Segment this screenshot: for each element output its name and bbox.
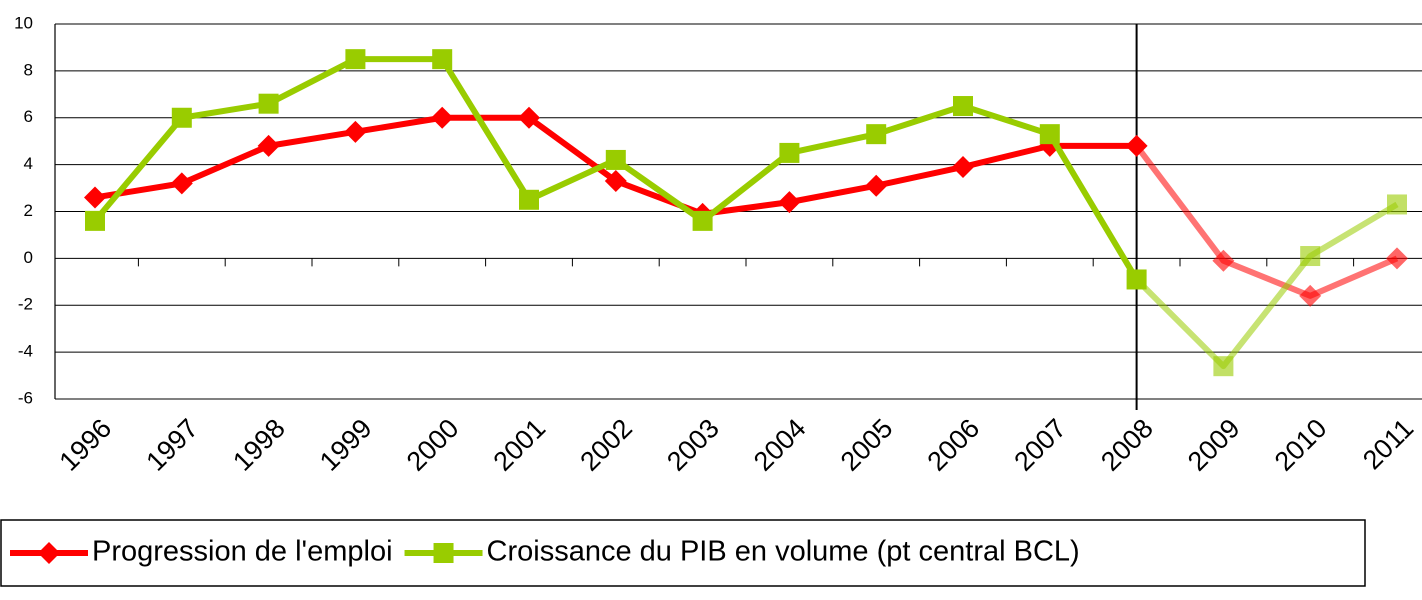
marker: [170, 172, 193, 195]
y-tick-label: 10: [14, 13, 33, 32]
marker: [345, 49, 366, 70]
x-tick-label: 2003: [661, 413, 725, 477]
legend-marker: [433, 543, 454, 563]
marker: [85, 210, 105, 231]
x-tick-label: 2002: [574, 413, 638, 477]
x-tick-label: 2006: [922, 413, 986, 477]
x-tick-label: 2005: [835, 413, 899, 477]
x-tick-label: 2007: [1008, 413, 1072, 477]
y-tick-label: 0: [24, 248, 33, 267]
marker: [952, 155, 974, 178]
x-tick-label: 2011: [1357, 413, 1419, 475]
x-tick-label: 2009: [1182, 413, 1246, 477]
marker: [1212, 249, 1235, 272]
marker: [344, 120, 367, 143]
marker: [604, 170, 627, 193]
y-tick-label: -6: [18, 388, 33, 407]
marker: [1125, 134, 1148, 157]
y-tick-label: 4: [24, 154, 33, 173]
marker: [257, 134, 280, 157]
marker: [953, 96, 973, 117]
marker: [778, 191, 801, 214]
marker: [1386, 247, 1408, 270]
marker: [1213, 356, 1234, 377]
series: [84, 106, 1408, 307]
legend-label: Croissance du PIB en volume (pt central …: [487, 536, 1080, 568]
marker: [779, 142, 800, 163]
marker: [431, 106, 454, 129]
marker: [432, 49, 453, 70]
marker: [866, 124, 887, 145]
series-line-forecast: [1134, 144, 1399, 299]
x-tick-label: 1999: [314, 413, 378, 477]
x-tick-label: 2010: [1269, 413, 1333, 477]
legend-marker: [38, 542, 60, 564]
y-tick-label: 6: [24, 107, 33, 126]
marker: [1387, 194, 1407, 215]
marker: [1299, 284, 1322, 307]
marker: [1126, 269, 1147, 290]
marker: [1039, 124, 1060, 145]
marker: [1300, 246, 1321, 267]
y-tick-label: 8: [24, 60, 33, 79]
marker: [84, 186, 106, 209]
marker: [605, 149, 626, 170]
y-tick-label: 2: [24, 201, 33, 220]
marker: [865, 174, 888, 197]
series-line-forecast: [1134, 201, 1399, 370]
y-tick-label: -2: [18, 295, 33, 314]
series: [85, 49, 1407, 377]
x-tick-label: 2004: [748, 413, 812, 477]
x-tick-label: 2001: [488, 413, 552, 477]
x-tick-label: 1996: [54, 413, 118, 477]
marker: [171, 107, 192, 128]
marker: [258, 93, 279, 114]
legend-box: [0, 519, 1366, 587]
marker: [518, 106, 540, 129]
x-tick-label: 2000: [401, 413, 465, 477]
marker: [692, 210, 713, 231]
x-tick-label: 1998: [227, 413, 291, 477]
x-tick-label: 1997: [140, 413, 204, 477]
x-tick-label: 2008: [1095, 413, 1159, 477]
legend-item: Croissance du PIB en volume (pt central …: [404, 536, 1080, 568]
y-tick-label: -4: [18, 342, 33, 361]
legend-item: Progression de l'emploi: [10, 536, 393, 568]
legend-label: Progression de l'emploi: [92, 536, 393, 568]
marker: [519, 189, 539, 210]
